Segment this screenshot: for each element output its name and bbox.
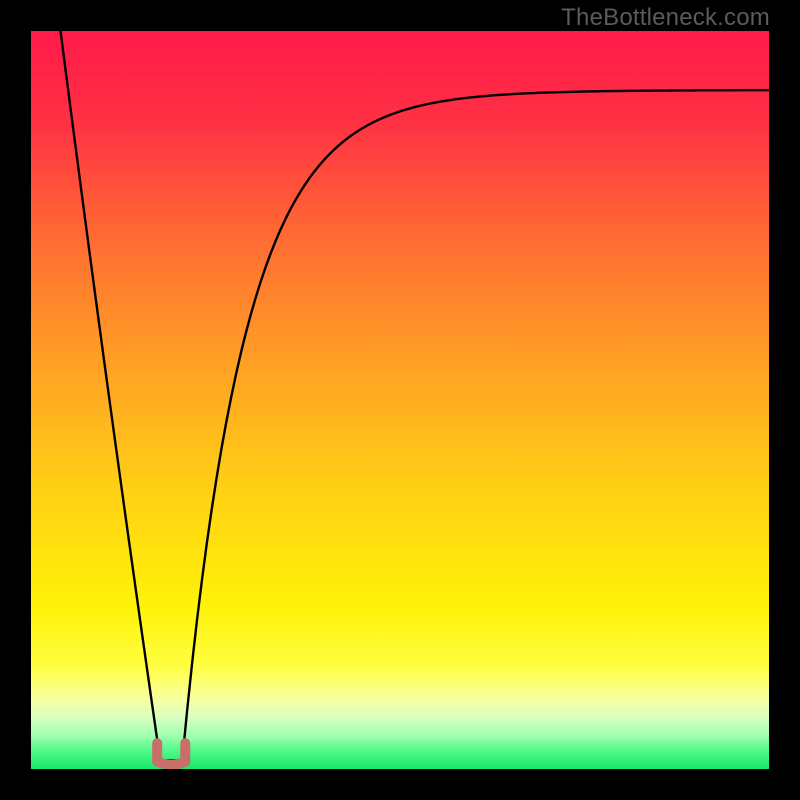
plot-svg — [31, 31, 769, 769]
chart-stage: TheBottleneck.com — [0, 0, 800, 800]
plot-area — [31, 31, 769, 769]
watermark-text: TheBottleneck.com — [561, 4, 770, 32]
gradient-background — [31, 31, 769, 769]
